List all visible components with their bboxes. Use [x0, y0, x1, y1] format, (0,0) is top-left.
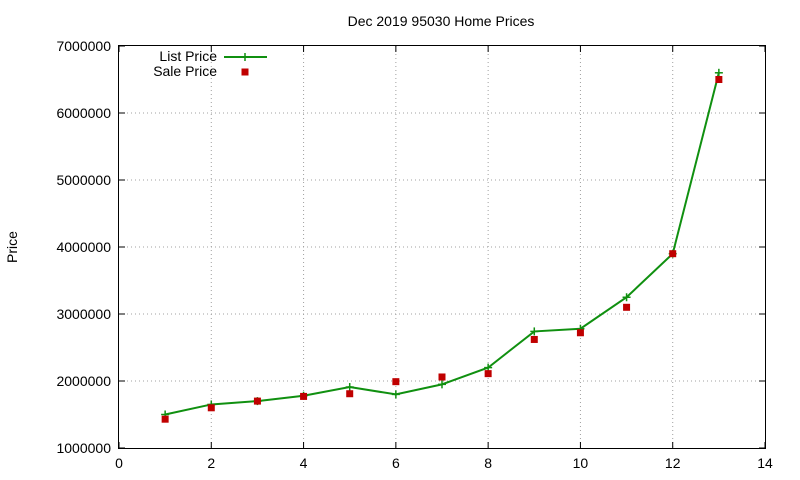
list-price-point [714, 68, 723, 77]
sale-price-point [392, 378, 400, 386]
sale-price-point [669, 250, 677, 258]
plot-frame [118, 45, 766, 449]
sale-price-point [300, 392, 308, 400]
list-price-point [438, 380, 446, 389]
sale-price-point [576, 329, 584, 337]
ticks: 0 2 4 6 8 10 12 14 1000000 2000000 3000000 4000000 5… [56, 38, 773, 471]
sale-price-point [346, 390, 354, 398]
list-price-line [164, 72, 720, 416]
sale-price-point [438, 373, 446, 381]
sale-price-point [161, 415, 169, 423]
list-price-point [622, 293, 631, 302]
y-axis-label: Price [4, 231, 20, 263]
sale-price-point [623, 303, 631, 311]
y-tick-label: 4000000 [56, 239, 111, 255]
x-tick-label: 10 [573, 455, 589, 471]
series-layer [161, 68, 723, 423]
sale-price-point [253, 397, 261, 405]
list-price-point [391, 390, 400, 399]
x-tick-label: 6 [392, 455, 400, 471]
x-tick-label: 8 [484, 455, 492, 471]
x-tick-label: 4 [300, 455, 308, 471]
sale-price-point [715, 76, 723, 83]
x-tick-label: 14 [757, 455, 773, 471]
chart-title: Dec 2019 95030 Home Prices [348, 13, 535, 29]
y-tick-label: 3000000 [56, 306, 111, 322]
list-price-point [530, 327, 539, 336]
x-tick-label: 2 [207, 455, 215, 471]
legend: List Price Sale Price [153, 48, 267, 79]
grid [119, 46, 765, 448]
y-tick-label: 1000000 [56, 440, 111, 456]
sale-price-point [530, 335, 538, 343]
legend-marker-sale-price [241, 68, 249, 76]
y-tick-label: 2000000 [56, 373, 111, 389]
x-tick-label: 12 [665, 455, 681, 471]
sale-price-point [207, 404, 215, 412]
x-tick-label: 0 [115, 455, 123, 471]
list-price-point [345, 383, 354, 392]
legend-marker-list-price [241, 53, 249, 61]
y-tick-label: 6000000 [56, 105, 111, 121]
y-tick-label: 5000000 [56, 172, 111, 188]
y-tick-label: 7000000 [56, 38, 111, 54]
legend-label-sale-price: Sale Price [153, 63, 217, 79]
sale-price-point [484, 370, 492, 378]
legend-label-list-price: List Price [159, 48, 217, 64]
